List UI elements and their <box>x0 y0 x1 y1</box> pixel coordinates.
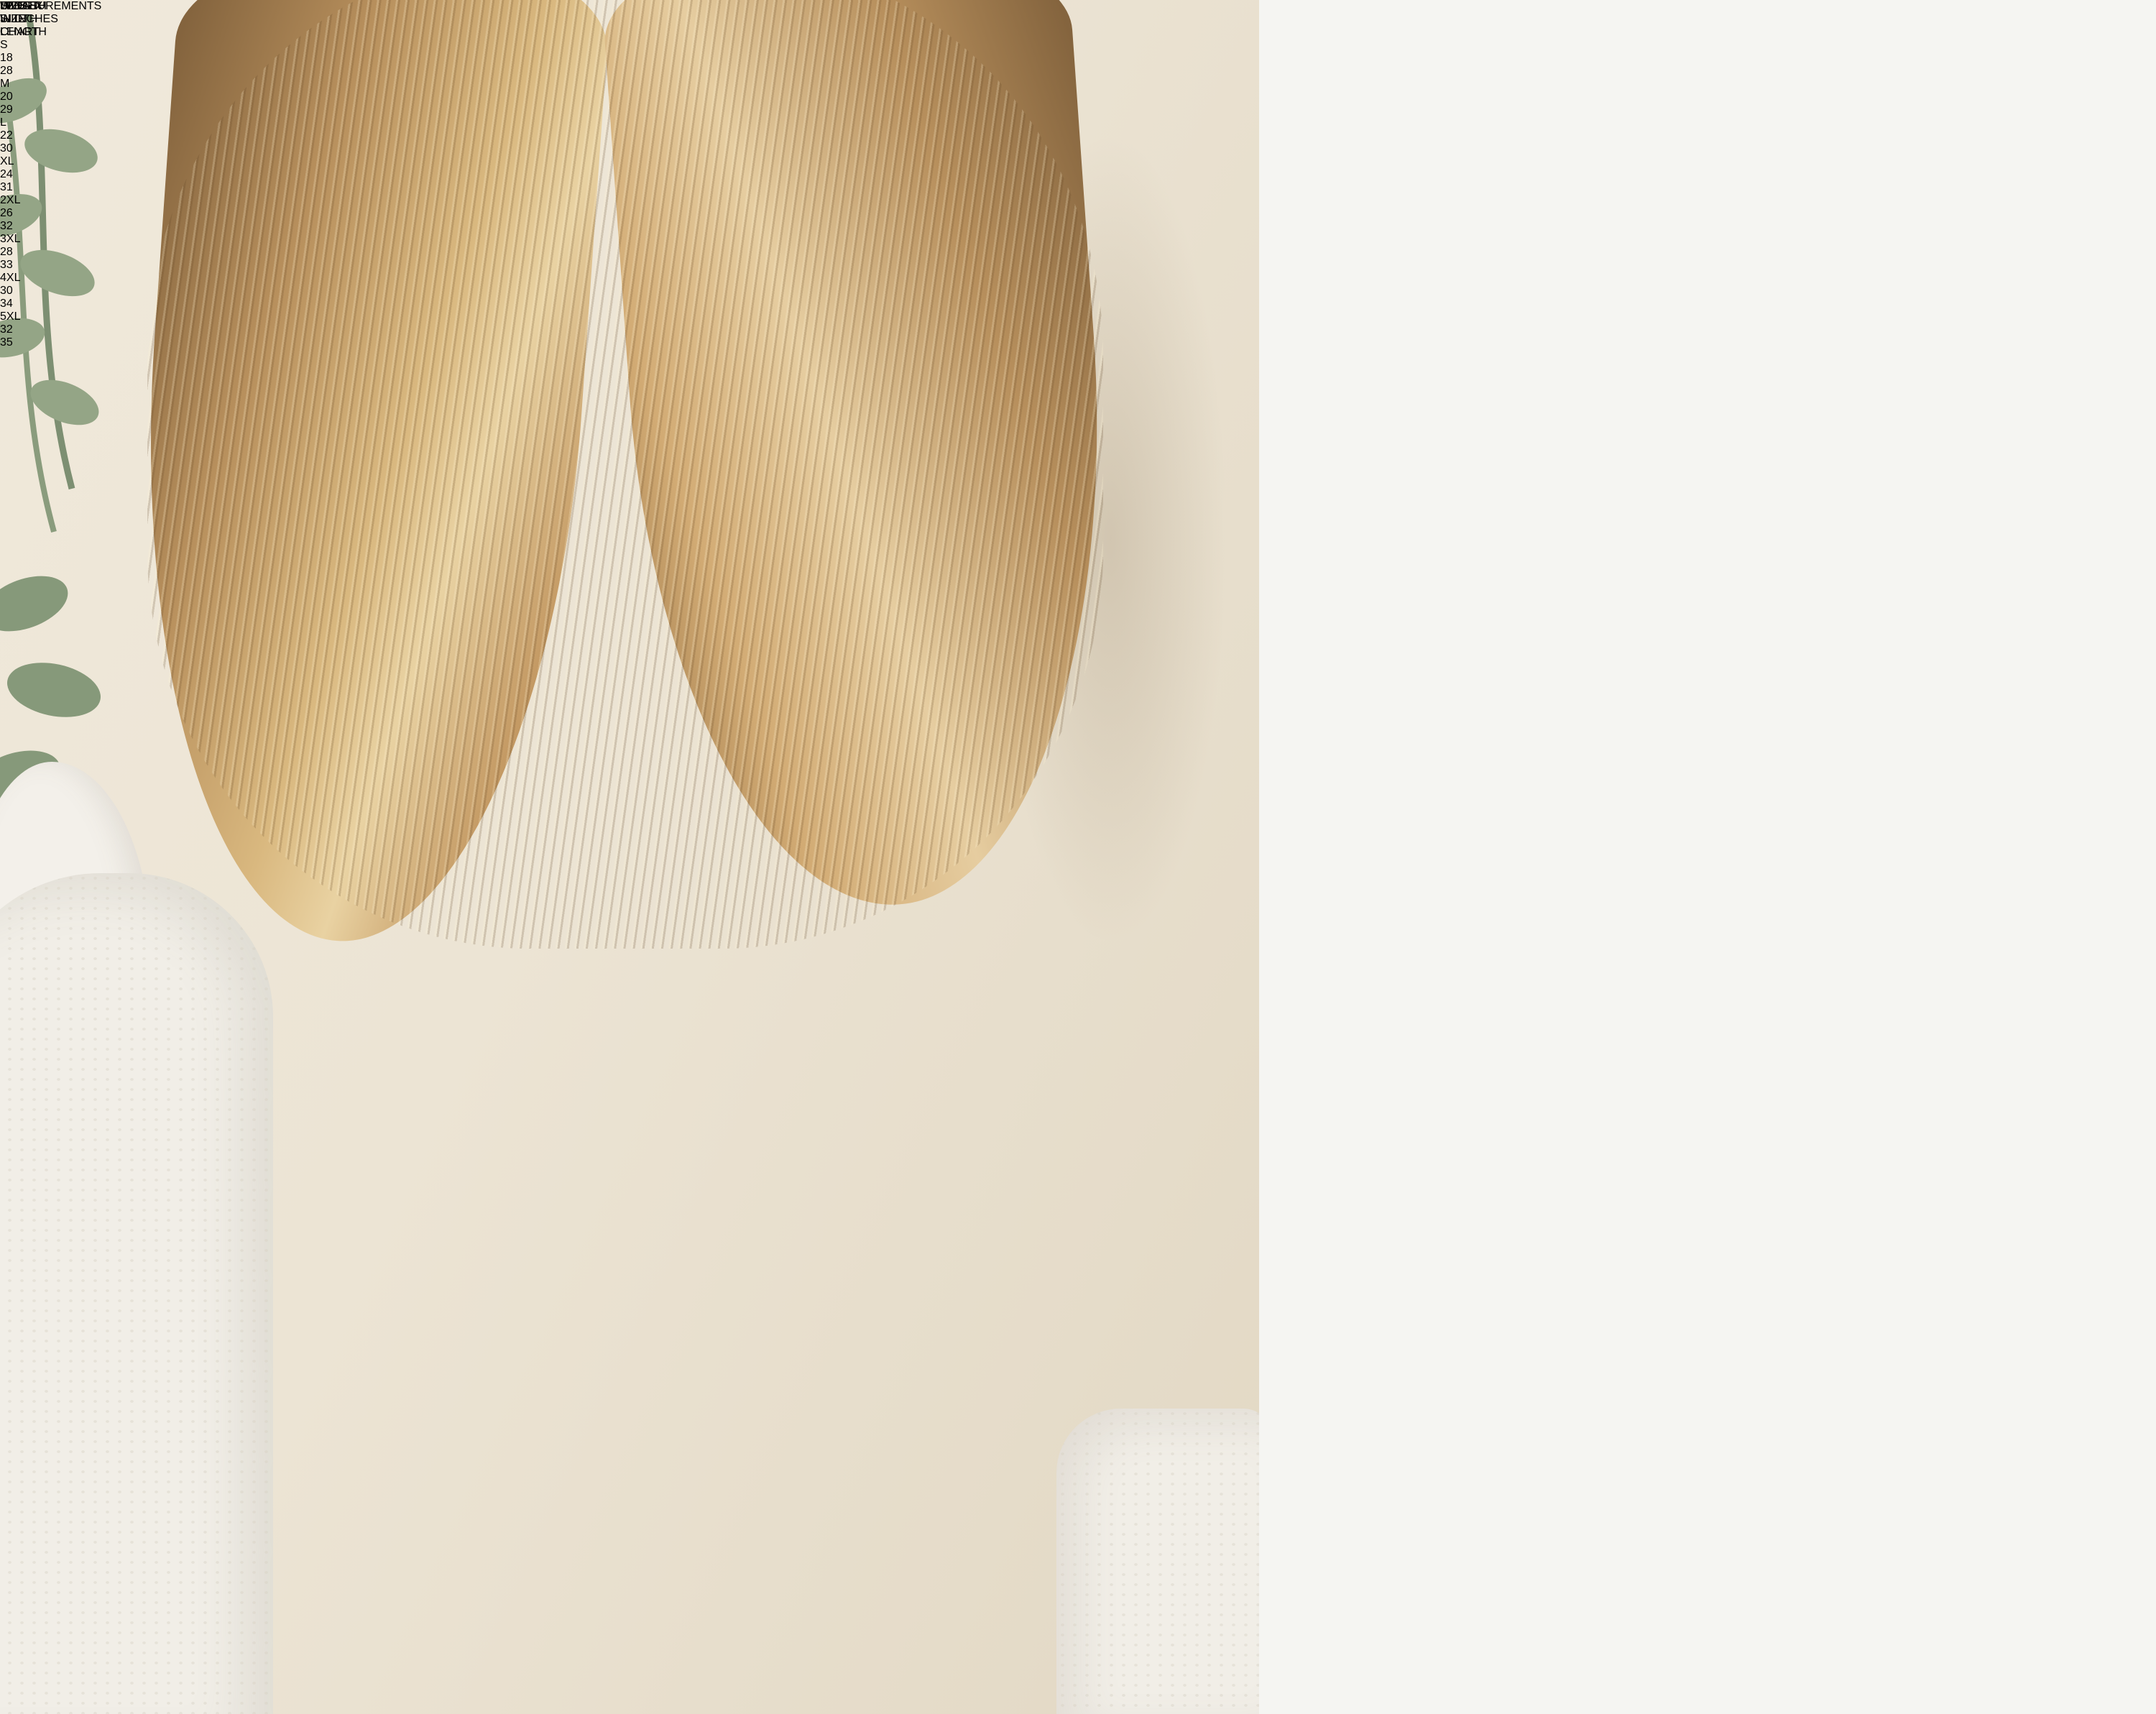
row-size: 3XL <box>0 233 21 245</box>
row-width: 20 <box>0 91 13 103</box>
product-photo: WIDTH LENGTH <box>0 0 1259 1714</box>
row-width: 28 <box>0 246 13 258</box>
row-size: 5XL <box>0 310 21 323</box>
row-length: 35 <box>0 336 13 349</box>
size-table: SIZE WIDTH LENGTH S 18 28 M 20 29 L 22 3… <box>0 0 47 349</box>
row-length: 32 <box>0 220 13 232</box>
size-chart-title: UNISEX SIZE CHART <box>0 0 43 38</box>
row-width: 22 <box>0 129 13 142</box>
row-size: 4XL <box>0 272 21 284</box>
row-width: 26 <box>0 207 13 219</box>
row-length: 31 <box>0 181 13 193</box>
width-label: WIDTH <box>0 0 38 12</box>
row-length: 28 <box>0 65 13 77</box>
row-width: 32 <box>0 323 13 336</box>
col-header-length: LENGTH <box>0 26 47 38</box>
measurements-note: *MEASUREMENTS IN INCHES <box>0 0 102 25</box>
col-header-width: WIDTH <box>0 13 38 25</box>
col-header-size: SIZE <box>0 0 26 12</box>
row-size: 2XL <box>0 194 21 206</box>
length-label: LENGTH <box>0 0 47 12</box>
row-width: 24 <box>0 168 13 180</box>
row-length: 34 <box>0 298 13 310</box>
row-length: 33 <box>0 259 13 271</box>
couch-seat <box>1056 1409 1259 1714</box>
row-width: 30 <box>0 285 13 297</box>
row-size: XL <box>0 155 14 167</box>
couch-armrest <box>0 873 273 1714</box>
row-size: L <box>0 116 6 129</box>
row-length: 30 <box>0 142 13 155</box>
row-size: S <box>0 39 8 51</box>
row-size: M <box>0 78 10 90</box>
row-length: 29 <box>0 103 13 116</box>
row-width: 18 <box>0 52 13 64</box>
